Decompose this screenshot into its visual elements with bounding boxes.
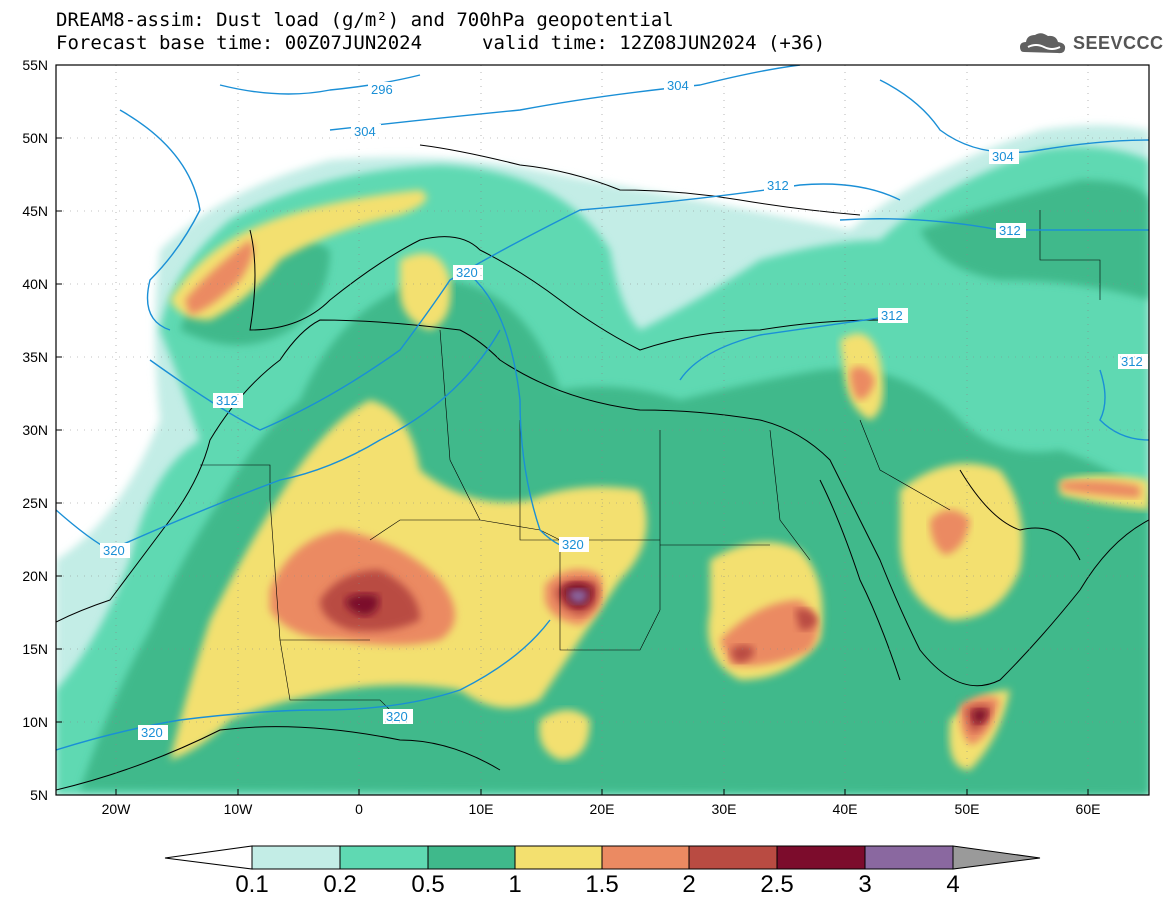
contour-label: 312 [999, 223, 1021, 238]
lon-label: 20W [102, 801, 132, 817]
lat-label: 45N [22, 203, 48, 219]
contour-label: 304 [992, 149, 1014, 164]
contour-304-north [329, 65, 801, 131]
contour-label: 304 [667, 78, 689, 93]
dust-field: 296 304 304 304 312 312 312 312 312 320 … [56, 65, 1149, 795]
contour-label: 320 [386, 709, 408, 724]
valid-time: valid time: 12Z08JUN2024 (+36) [482, 32, 826, 54]
colorbar-swatch [251, 845, 341, 870]
colorbar-label: 0.1 [235, 871, 268, 898]
lat-label: 50N [22, 130, 48, 146]
longitude-labels: 20W 10W 0 10E 20E 30E 40E 50E 60E [102, 801, 1101, 817]
colorbar-swatch [688, 845, 778, 870]
contour-304-west [119, 109, 201, 331]
colorbar-swatch [514, 845, 603, 870]
colorbar-arrow-low [164, 845, 253, 870]
contour-label: 320 [103, 543, 125, 558]
lat-label: 10N [22, 714, 48, 730]
lat-label: 55N [22, 57, 48, 73]
colorbar-label: 2.5 [760, 871, 793, 898]
colorbar-label: 1 [508, 871, 521, 898]
colorbar-arrow-high [952, 845, 1041, 870]
lon-label: 60E [1076, 801, 1101, 817]
lon-label: 40E [833, 801, 858, 817]
lon-label: 30E [712, 801, 737, 817]
colorbar-label: 4 [946, 871, 959, 898]
contour-label: 296 [371, 82, 393, 97]
logo-text: SEEVCCC [1073, 33, 1164, 53]
lat-label: 20N [22, 568, 48, 584]
colorbar-swatch [601, 845, 690, 870]
contour-label: 320 [456, 265, 478, 280]
colorbar-labels: 0.1 0.2 0.5 1 1.5 2 2.5 3 4 [235, 871, 959, 898]
contour-labels: 296 304 304 304 312 312 312 312 312 320 … [100, 78, 1148, 740]
contour-312-ar [1099, 369, 1149, 441]
lat-label: 5N [30, 787, 48, 803]
colorbar-label: 2 [682, 871, 695, 898]
contour-label: 312 [881, 308, 903, 323]
map-title: DREAM8-assim: Dust load (g/m²) and 700hP… [56, 9, 674, 31]
colorbar-label: 0.2 [323, 871, 356, 898]
contour-296 [219, 74, 421, 95]
contour-label: 320 [562, 537, 584, 552]
contour-320-mid [469, 274, 581, 551]
colorbar-label: 1.5 [585, 871, 618, 898]
lon-label: 50E [955, 801, 980, 817]
lon-label: 20E [590, 801, 615, 817]
lat-label: 25N [22, 495, 48, 511]
contour-label: 312 [767, 178, 789, 193]
contour-label: 312 [1121, 354, 1143, 369]
lat-label: 30N [22, 422, 48, 438]
colorbar-swatch [864, 845, 954, 870]
graticule [56, 65, 1149, 795]
colorbar [164, 845, 1041, 870]
colorbar-swatch [339, 845, 429, 870]
cloud-icon [1020, 33, 1066, 54]
contour-312-med [679, 314, 901, 381]
contour-label: 304 [354, 124, 376, 139]
dust-layer-2.5 [345, 593, 379, 616]
lat-label: 35N [22, 349, 48, 365]
colorbar-swatch [776, 845, 866, 870]
tick-marks [56, 64, 1089, 796]
latitude-labels: 55N 50N 45N 40N 35N 30N 25N 20N 15N 10N … [22, 57, 48, 803]
dust-layer-3 [568, 589, 588, 604]
lon-label: 10W [224, 801, 254, 817]
lat-label: 15N [22, 641, 48, 657]
contour-label: 320 [141, 725, 163, 740]
contour-label: 312 [216, 393, 238, 408]
colorbar-label: 3 [858, 871, 871, 898]
lon-label: 10E [469, 801, 494, 817]
lat-label: 40N [22, 276, 48, 292]
forecast-base-time: Forecast base time: 00Z07JUN2024 [56, 32, 423, 54]
colorbar-label: 0.5 [411, 871, 444, 898]
coastlines [56, 144, 1149, 791]
colorbar-swatch [427, 845, 516, 870]
lon-label: 0 [355, 801, 363, 817]
